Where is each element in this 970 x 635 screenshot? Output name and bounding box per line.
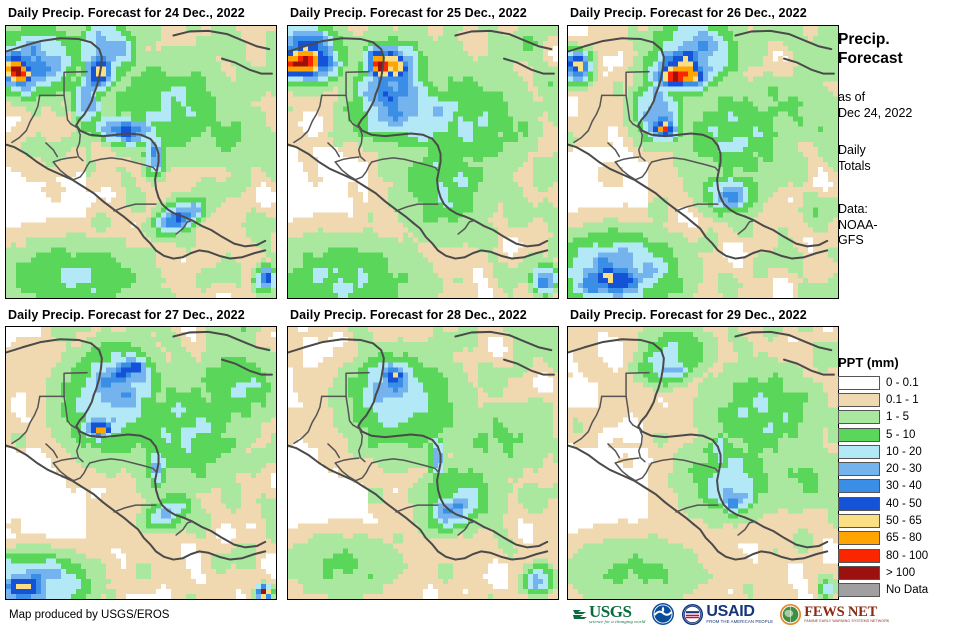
panel-title-27dec: Daily Precip. Forecast for 27 Dec., 2022 xyxy=(8,308,245,322)
legend-swatch xyxy=(838,531,880,546)
data-source-line1: NOAA- xyxy=(838,217,878,232)
precip-raster xyxy=(6,26,276,298)
legend-label: > 100 xyxy=(886,566,916,579)
panel-title-25dec: Daily Precip. Forecast for 25 Dec., 2022 xyxy=(290,6,527,20)
legend-swatch xyxy=(838,462,880,477)
data-label: Data: xyxy=(838,202,868,216)
legend-item: 20 - 30 xyxy=(838,460,970,477)
legend-label: 0 - 0.1 xyxy=(886,376,919,389)
legend-label: 40 - 50 xyxy=(886,497,922,510)
legend-swatch xyxy=(838,392,880,407)
panel-title-24dec: Daily Precip. Forecast for 24 Dec., 2022 xyxy=(8,6,245,20)
legend-swatch xyxy=(838,565,880,580)
precip-raster xyxy=(568,327,838,599)
as-of-label: as of xyxy=(838,90,866,104)
panel-title-29dec: Daily Precip. Forecast for 29 Dec., 2022 xyxy=(570,308,807,322)
fews-globe-icon xyxy=(780,603,802,625)
legend-label: 30 - 40 xyxy=(886,480,922,493)
info-heading: Precip. Forecast xyxy=(838,30,970,68)
legend-item: 65 - 80 xyxy=(838,530,970,547)
coastlines xyxy=(6,29,273,260)
legend-item: 0.1 - 1 xyxy=(838,391,970,408)
coastlines xyxy=(6,330,273,561)
info-column: Precip. Forecast as of Dec 24, 2022 Dail… xyxy=(838,30,970,249)
precip-raster xyxy=(6,327,276,599)
legend-item: 1 - 5 xyxy=(838,409,970,426)
legend-item: 0 - 0.1 xyxy=(838,374,970,391)
noaa-seal-icon xyxy=(652,603,675,625)
usaid-logo[interactable]: USAID FROM THE AMERICAN PEOPLE xyxy=(681,601,773,627)
map-panel-29dec[interactable] xyxy=(567,326,839,600)
agency-logos: USGS science for a changing world xyxy=(572,601,889,627)
usgs-logo-text: USGS xyxy=(589,602,632,621)
panel-title-26dec: Daily Precip. Forecast for 26 Dec., 2022 xyxy=(570,6,807,20)
map-panel-25dec[interactable] xyxy=(287,25,559,299)
map-panel-26dec[interactable] xyxy=(567,25,839,299)
fews-net-logo-text: FEWS NET xyxy=(804,603,878,620)
legend-swatch xyxy=(838,514,880,529)
precip-raster xyxy=(568,26,838,298)
legend-swatch xyxy=(838,479,880,494)
coastlines xyxy=(288,29,555,260)
legend-rows: 0 - 0.1 0.1 - 1 1 - 5 5 - 10 10 - 20 20 - 30 3… xyxy=(838,374,970,599)
legend-item: 30 - 40 xyxy=(838,478,970,495)
map-panel-28dec[interactable] xyxy=(287,326,559,600)
info-heading-line1: Precip. xyxy=(838,31,890,48)
fews-net-logo[interactable]: FEWS NET FAMINE EARLY WARNING SYSTEMS NE… xyxy=(779,601,889,627)
legend-swatch xyxy=(838,496,880,511)
legend-item: 5 - 10 xyxy=(838,426,970,443)
legend-label: 0.1 - 1 xyxy=(886,393,919,406)
legend-swatch xyxy=(838,548,880,563)
info-heading-line2: Forecast xyxy=(838,50,903,67)
usaid-seal-icon xyxy=(682,603,704,625)
usgs-logo-subtext: science for a changing world xyxy=(589,619,646,624)
info-totals: Daily Totals xyxy=(838,143,970,174)
legend-swatch xyxy=(838,427,880,442)
panel-title-28dec: Daily Precip. Forecast for 28 Dec., 2022 xyxy=(290,308,527,322)
legend-item: 50 - 65 xyxy=(838,512,970,529)
legend-swatch xyxy=(838,444,880,459)
map-panel-27dec[interactable] xyxy=(5,326,277,600)
legend-item: > 100 xyxy=(838,564,970,581)
info-as-of: as of Dec 24, 2022 xyxy=(838,90,970,121)
legend-label: 80 - 100 xyxy=(886,549,929,562)
usaid-logo-text: USAID xyxy=(706,602,755,620)
coastlines xyxy=(568,330,835,561)
legend-label: 10 - 20 xyxy=(886,445,922,458)
legend-label: 1 - 5 xyxy=(886,411,910,424)
legend-item: 40 - 50 xyxy=(838,495,970,512)
legend-label: 20 - 30 xyxy=(886,463,922,476)
map-panel-24dec[interactable] xyxy=(5,25,277,299)
coastlines xyxy=(568,29,835,260)
legend-swatch xyxy=(838,410,880,425)
legend: PPT (mm) 0 - 0.1 0.1 - 1 1 - 5 5 - 10 10 - 2… xyxy=(838,355,970,599)
totals-line1: Daily xyxy=(838,143,866,157)
legend-swatch xyxy=(838,375,880,390)
legend-label: 50 - 65 xyxy=(886,515,922,528)
fews-net-logo-subtext: FAMINE EARLY WARNING SYSTEMS NETWORK xyxy=(804,618,890,623)
legend-item: 80 - 100 xyxy=(838,547,970,564)
usgs-mark-icon xyxy=(573,610,587,619)
legend-title: PPT (mm) xyxy=(838,355,899,370)
map-credit: Map produced by USGS/EROS xyxy=(9,609,170,621)
precip-raster xyxy=(288,26,558,298)
legend-swatch xyxy=(838,583,880,598)
usgs-logo[interactable]: USGS science for a changing world xyxy=(572,601,645,627)
coastlines xyxy=(288,330,555,561)
legend-label: 5 - 10 xyxy=(886,428,916,441)
legend-item: 10 - 20 xyxy=(838,443,970,460)
totals-line2: Totals xyxy=(838,158,871,173)
noaa-logo[interactable] xyxy=(651,601,675,627)
usaid-logo-subtext: FROM THE AMERICAN PEOPLE xyxy=(706,618,774,624)
data-source-line2: GFS xyxy=(838,233,864,247)
precip-raster xyxy=(288,327,558,599)
legend-label: No Data xyxy=(886,584,929,597)
as-of-date: Dec 24, 2022 xyxy=(838,105,913,120)
legend-item: No Data xyxy=(838,582,970,599)
legend-label: 65 - 80 xyxy=(886,532,922,545)
info-data-source: Data: NOAA- GFS xyxy=(838,202,970,249)
